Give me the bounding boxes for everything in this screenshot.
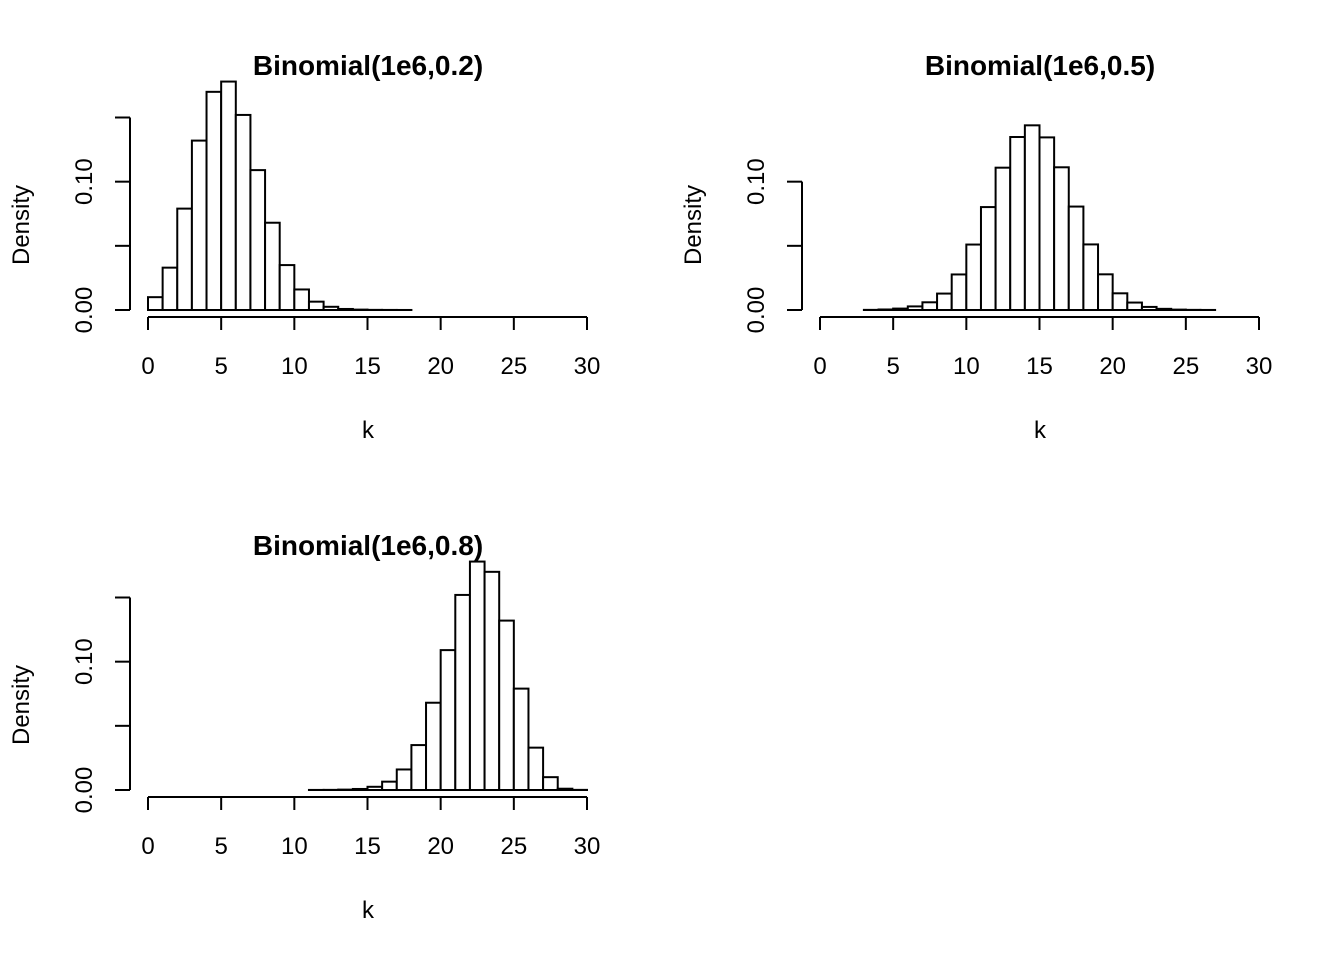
x-tick-label: 10 [953, 353, 980, 380]
bars [147, 80, 413, 312]
chart-title: Binomial(1e6,0.8) [253, 530, 483, 561]
x-tick-label: 30 [574, 353, 601, 380]
y-axis: 0.00 0.10 [743, 158, 803, 334]
histogram-bar [1155, 307, 1173, 312]
x-tick-label: 20 [427, 833, 454, 860]
histogram-bar [877, 308, 895, 311]
histogram-bar [176, 207, 193, 311]
x-tick-label: 5 [886, 353, 899, 380]
histogram-bar [556, 787, 574, 792]
x-tick-label: 25 [500, 833, 527, 860]
x-tick-label: 0 [141, 833, 154, 860]
histogram-bar [351, 787, 369, 791]
x-axis: 0 5 10 15 20 25 30 [141, 796, 601, 860]
histogram-bar [264, 221, 281, 312]
histogram-bar [307, 300, 325, 311]
histogram-bar [234, 113, 252, 311]
y-tick-label: 0.00 [71, 287, 98, 334]
x-tick-label: 0 [141, 353, 154, 380]
histogram-bar [1097, 273, 1114, 311]
histogram-bar [1082, 243, 1100, 311]
histogram-bar [483, 570, 501, 791]
x-tick-label: 30 [574, 833, 601, 860]
x-tick-label: 20 [427, 353, 454, 380]
x-tick-label: 15 [1026, 353, 1053, 380]
panel-binomial-0-5: Binomial(1e6,0.5) k Density 0 5 10 15 20 25 30… [680, 50, 1272, 444]
y-tick-label: 0.10 [71, 158, 98, 205]
histogram-bar [161, 266, 179, 311]
histogram-bar [936, 292, 953, 311]
histogram-bar [190, 139, 208, 311]
x-axis: 0 5 10 15 20 25 30 [141, 316, 601, 380]
chart-title: Binomial(1e6,0.5) [925, 50, 1155, 81]
histogram-bar [278, 264, 296, 312]
histogram-bar [293, 288, 310, 312]
x-axis: 0 5 10 15 20 25 30 [813, 316, 1273, 380]
x-tick-label: 15 [354, 353, 381, 380]
histogram-bar [965, 243, 982, 311]
histogram-bar [439, 649, 457, 791]
histogram-bar [1111, 292, 1129, 312]
panel-binomial-0-8: Binomial(1e6,0.8) k Density 0 5 10 15 20 25 30… [8, 530, 600, 924]
histogram-bar [921, 301, 939, 311]
histogram-bar [425, 701, 442, 792]
histogram-bar [1140, 305, 1158, 312]
histogram-bar [366, 785, 384, 792]
x-tick-label: 0 [813, 353, 826, 380]
x-tick-label: 25 [1172, 353, 1199, 380]
x-axis-label: k [362, 417, 375, 444]
histogram-bar [249, 169, 267, 311]
histogram-bar [1053, 166, 1070, 311]
histogram-bar [1038, 136, 1056, 311]
histogram-bar [1067, 205, 1085, 312]
panel-binomial-0-2: Binomial(1e6,0.2) k Density 0 5 10 15 20 25 30… [8, 50, 600, 444]
x-axis-label: k [1034, 417, 1047, 444]
histogram-bar [979, 206, 997, 311]
chart-title: Binomial(1e6,0.2) [253, 50, 483, 81]
y-axis-label: Density [680, 185, 707, 265]
x-axis-label: k [362, 897, 375, 924]
histogram-bar [994, 166, 1012, 311]
histogram-bar [498, 619, 515, 791]
y-axis-label: Density [8, 665, 35, 745]
histogram-bar [410, 744, 428, 791]
histogram-bar [322, 305, 340, 311]
histogram-bar [542, 776, 559, 792]
x-tick-label: 20 [1099, 353, 1126, 380]
histogram-bar [950, 273, 968, 311]
histogram-bar [454, 593, 471, 792]
histogram-bar [468, 560, 486, 791]
histogram-bar [527, 746, 545, 792]
x-tick-label: 15 [354, 833, 381, 860]
bars [307, 560, 588, 792]
y-tick-label: 0.00 [71, 767, 98, 814]
histogram-bar [1023, 124, 1041, 311]
histogram-bar [205, 90, 223, 312]
x-tick-label: 25 [500, 353, 527, 380]
histogram-bar [337, 307, 354, 311]
y-axis: 0.00 0.10 [71, 596, 131, 814]
histogram-bar [147, 296, 164, 311]
histogram-bar [395, 768, 413, 792]
y-axis-label: Density [8, 185, 35, 265]
y-tick-label: 0.00 [743, 287, 770, 334]
histogram-bar [381, 780, 398, 791]
histogram-bar [892, 307, 909, 312]
y-axis: 0.00 0.10 [71, 116, 131, 334]
histogram-bar [1009, 136, 1026, 311]
histogram-bar [512, 687, 530, 791]
histogram-bar [220, 80, 237, 311]
x-tick-label: 10 [281, 833, 308, 860]
bars [862, 124, 1217, 312]
x-tick-label: 5 [214, 833, 227, 860]
histogram-bar [1126, 301, 1143, 312]
y-tick-label: 0.10 [71, 638, 98, 685]
histogram-bar [906, 305, 924, 312]
y-tick-label: 0.10 [743, 158, 770, 205]
x-tick-label: 5 [214, 353, 227, 380]
x-tick-label: 10 [281, 353, 308, 380]
x-tick-label: 30 [1246, 353, 1273, 380]
